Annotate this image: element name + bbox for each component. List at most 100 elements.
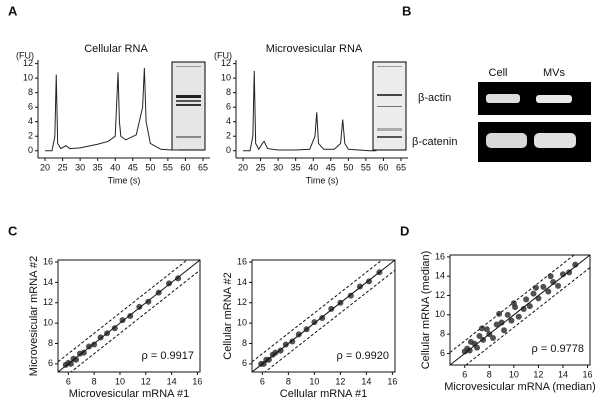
- x-tick-label: 14: [558, 369, 568, 379]
- point: [145, 298, 152, 305]
- y-axis-label: Microvesicular mRNA #2: [28, 256, 40, 376]
- x-tick-label: 40: [308, 162, 318, 172]
- trace: [45, 67, 179, 152]
- point: [530, 290, 537, 297]
- y-tick-label: 12: [221, 58, 231, 68]
- x-tick-label: 12: [533, 369, 543, 379]
- reference-line: [465, 267, 590, 365]
- blot-row: β-actin: [418, 92, 451, 104]
- point: [547, 273, 554, 280]
- x-tick-label: 14: [167, 376, 177, 386]
- x-tick-label: 25: [256, 162, 266, 172]
- x-axis-label: Cellular mRNA #1: [280, 388, 367, 400]
- point: [501, 327, 508, 334]
- point: [295, 331, 302, 338]
- point: [526, 303, 533, 310]
- reference-line: [58, 260, 200, 372]
- point: [175, 275, 182, 282]
- y-tick-label: 10: [221, 73, 231, 83]
- x-tick-label: 45: [128, 162, 138, 172]
- plot-frame: [57, 259, 201, 373]
- x-tick-label: 12: [141, 376, 151, 386]
- panel-label: D: [400, 223, 409, 238]
- y-tick-label: 12: [23, 58, 33, 68]
- point: [510, 300, 517, 307]
- point: [480, 336, 487, 343]
- x-tick-label: 50: [145, 162, 155, 172]
- x-tick-label: 60: [180, 162, 190, 172]
- point: [489, 334, 496, 341]
- x-tick-label: 55: [361, 162, 371, 172]
- y-axis-label: (FU): [16, 50, 34, 60]
- point: [272, 349, 279, 356]
- point: [282, 341, 289, 348]
- plot-frame: [251, 259, 396, 373]
- point: [289, 338, 296, 345]
- point: [366, 278, 372, 285]
- panel-label: B: [402, 3, 411, 18]
- point: [127, 313, 134, 319]
- reference-line: [70, 269, 200, 372]
- x-tick-label: 8: [286, 376, 291, 386]
- y-tick-label: 4: [28, 116, 33, 126]
- blot-row: β-catenin: [412, 136, 457, 148]
- y-tick-label: 6: [226, 102, 231, 112]
- annotation: ρ = 0.9920: [337, 350, 389, 362]
- x-tick-label: 25: [58, 162, 68, 172]
- x-tick-label: 14: [361, 376, 371, 386]
- y-axis-label: Cellular mRNA #2: [222, 272, 234, 359]
- point: [136, 303, 143, 310]
- point: [347, 292, 354, 299]
- point: [80, 349, 87, 356]
- x-tick-label: 60: [378, 162, 388, 172]
- plot-area: [450, 255, 590, 365]
- x-tick-label: 10: [115, 376, 125, 386]
- x-tick-label: 55: [163, 162, 173, 172]
- y-tick-label: 8: [48, 338, 53, 348]
- point: [328, 305, 335, 312]
- y-tick-label: 14: [237, 277, 247, 287]
- x-tick-label: 35: [291, 162, 301, 172]
- x-tick-label: 6: [462, 369, 467, 379]
- y-axis-label: (FU): [214, 50, 232, 60]
- reference-line: [252, 260, 383, 363]
- x-axis-label: Time (s): [306, 175, 339, 185]
- point: [277, 347, 284, 354]
- point: [508, 317, 515, 324]
- y-tick-label: 6: [48, 358, 53, 368]
- point: [91, 341, 98, 348]
- chart-title: Cellular RNA: [84, 43, 148, 55]
- y-tick-label: 10: [43, 318, 53, 328]
- annotation: ρ = 0.9917: [142, 350, 194, 362]
- y-tick-label: 14: [43, 277, 53, 287]
- point: [476, 333, 483, 340]
- y-tick-label: 4: [226, 116, 231, 126]
- x-tick-label: 45: [326, 162, 336, 172]
- y-tick-label: 0: [226, 145, 231, 155]
- chart-title: Microvesicular RNA: [266, 43, 363, 55]
- y-tick-label: 12: [435, 290, 445, 300]
- plot-area: [252, 260, 395, 372]
- x-tick-label: 6: [66, 376, 71, 386]
- y-tick-label: 6: [28, 102, 33, 112]
- y-tick-label: 8: [242, 338, 247, 348]
- point: [535, 295, 542, 302]
- point: [515, 313, 522, 320]
- point: [97, 334, 104, 341]
- point: [265, 356, 272, 363]
- trace: [243, 70, 377, 152]
- panel-label: A: [8, 3, 18, 18]
- point: [493, 321, 500, 328]
- reference-line: [450, 255, 590, 365]
- point: [555, 282, 562, 289]
- x-tick-label: 30: [75, 162, 85, 172]
- x-tick-label: 10: [509, 369, 519, 379]
- y-tick-label: 16: [237, 256, 247, 266]
- y-tick-label: 10: [23, 73, 33, 83]
- annotation: ρ = 0.9778: [532, 343, 584, 355]
- x-tick-label: 20: [238, 162, 248, 172]
- western-blot: [478, 82, 591, 162]
- y-tick-label: 8: [226, 87, 231, 97]
- point: [319, 315, 326, 322]
